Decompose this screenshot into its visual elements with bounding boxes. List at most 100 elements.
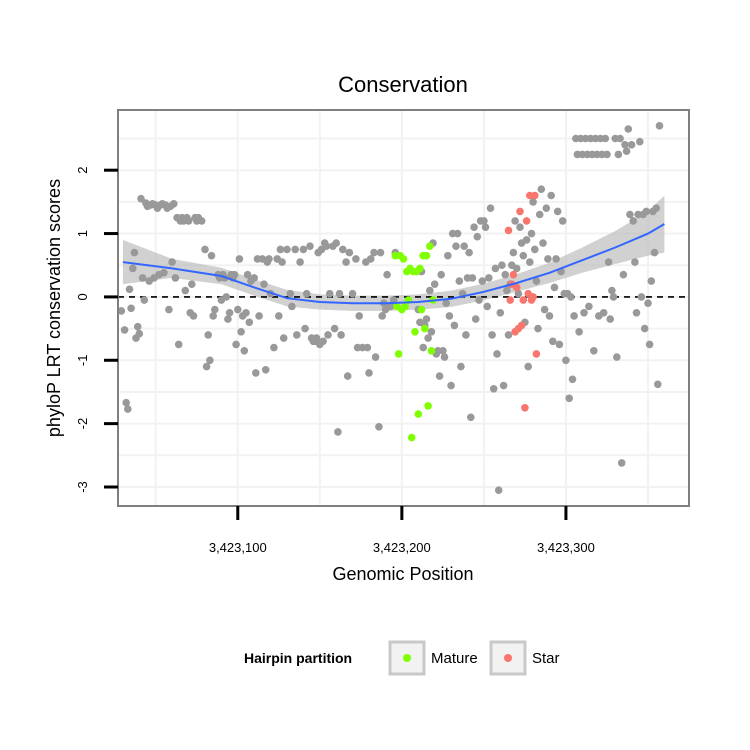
data-point xyxy=(452,242,460,250)
data-point xyxy=(124,405,132,413)
data-point xyxy=(439,347,447,355)
data-point xyxy=(234,305,242,314)
data-point xyxy=(197,217,206,225)
data-point xyxy=(552,255,560,263)
data-point xyxy=(540,305,549,314)
data-point xyxy=(622,147,631,155)
mature-data-point xyxy=(427,347,436,355)
star-data-point xyxy=(531,191,539,200)
data-point xyxy=(424,334,432,342)
mature-data-point xyxy=(399,255,408,263)
data-point xyxy=(599,309,608,317)
data-point xyxy=(330,324,339,333)
data-point xyxy=(494,486,503,495)
legend-marker-star xyxy=(504,654,512,662)
data-point xyxy=(499,381,508,390)
data-point xyxy=(483,302,492,311)
star-data-point xyxy=(504,226,513,235)
data-point xyxy=(188,280,196,289)
data-point xyxy=(475,296,483,304)
mature-data-point xyxy=(422,251,431,260)
data-point xyxy=(616,134,624,143)
chart-title: Conservation xyxy=(338,72,468,97)
mature-data-point xyxy=(414,410,423,418)
data-point xyxy=(371,353,380,361)
data-point xyxy=(279,334,288,342)
data-point xyxy=(383,270,391,279)
data-point xyxy=(437,270,446,279)
data-point xyxy=(504,331,513,339)
data-point xyxy=(549,337,557,346)
data-point xyxy=(647,277,656,285)
star-data-point xyxy=(506,296,514,304)
data-point xyxy=(140,296,149,304)
data-point xyxy=(654,380,662,389)
data-point xyxy=(488,331,496,339)
data-point xyxy=(160,269,168,277)
mature-data-point xyxy=(424,402,432,410)
star-data-point xyxy=(509,270,518,279)
plot-border xyxy=(117,109,690,507)
data-point xyxy=(568,375,577,384)
data-point xyxy=(636,137,644,146)
data-point xyxy=(535,210,544,219)
data-point xyxy=(442,299,451,308)
data-point xyxy=(170,200,178,208)
data-point xyxy=(222,293,231,301)
data-point xyxy=(626,210,634,219)
data-point xyxy=(345,248,354,257)
y-axis-title: phyloP LRT conservation scores xyxy=(44,179,64,437)
data-point xyxy=(286,289,295,298)
data-point xyxy=(337,331,345,339)
x-tick-label: 3,423,100 xyxy=(209,540,267,555)
data-point xyxy=(445,312,454,320)
data-point xyxy=(335,289,344,298)
data-point xyxy=(209,312,217,320)
data-point xyxy=(301,324,309,333)
y-tick-label: 2 xyxy=(75,167,90,174)
data-point xyxy=(655,122,664,130)
data-point xyxy=(242,309,250,317)
data-point xyxy=(296,258,304,266)
data-point xyxy=(534,324,542,333)
data-point xyxy=(422,315,431,323)
data-point xyxy=(603,150,611,159)
data-point xyxy=(245,318,254,327)
data-point xyxy=(302,289,311,298)
legend: Hairpin partition Mature Star xyxy=(244,640,560,676)
data-point xyxy=(276,245,285,254)
data-point xyxy=(363,343,372,352)
data-point xyxy=(629,217,637,225)
star-data-point xyxy=(512,283,521,292)
data-point xyxy=(325,289,334,298)
data-point xyxy=(567,293,575,301)
star-data-point xyxy=(529,293,537,301)
data-point xyxy=(322,242,331,250)
data-point xyxy=(526,258,534,266)
data-point xyxy=(652,204,660,212)
data-point xyxy=(386,302,395,311)
mature-data-point xyxy=(416,264,424,273)
data-point xyxy=(204,331,212,339)
mature-data-point xyxy=(426,242,434,250)
data-point xyxy=(545,312,554,320)
data-point xyxy=(240,347,249,355)
data-point xyxy=(580,309,588,317)
data-point xyxy=(348,289,357,298)
data-point xyxy=(467,413,475,422)
data-point xyxy=(522,236,531,244)
y-tick-label: 0 xyxy=(75,293,90,300)
data-point xyxy=(614,150,623,159)
data-point xyxy=(480,217,488,225)
data-point xyxy=(174,340,183,349)
data-point xyxy=(319,337,327,346)
data-point xyxy=(478,277,487,285)
mature-data-point xyxy=(394,350,403,358)
x-tick-label: 3,423,200 xyxy=(373,540,431,555)
data-point xyxy=(613,353,621,361)
data-point xyxy=(473,232,482,241)
data-point xyxy=(532,277,541,285)
data-point xyxy=(189,312,198,320)
data-point xyxy=(447,381,455,390)
data-point xyxy=(211,305,219,314)
